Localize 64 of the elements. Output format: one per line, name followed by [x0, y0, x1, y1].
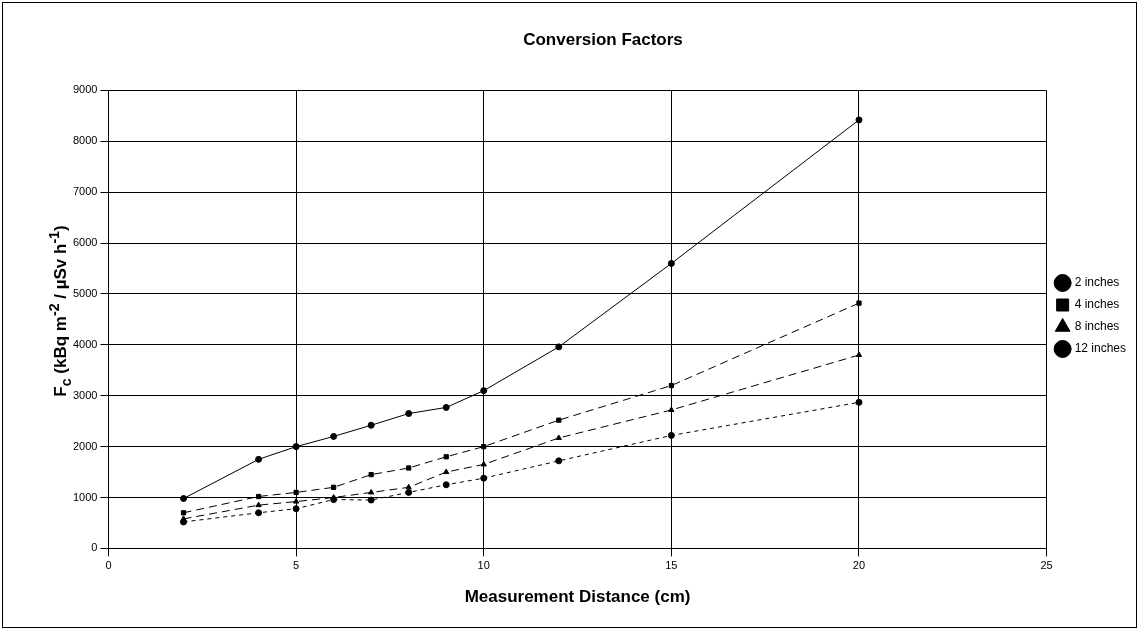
x-tick-label: 15	[665, 559, 678, 572]
point	[293, 498, 300, 504]
x-tick-label: 0	[105, 559, 112, 572]
y-tick-label: 7000	[72, 185, 98, 198]
point	[480, 387, 488, 395]
y-tick-label: 1000	[72, 490, 98, 503]
point	[255, 493, 262, 500]
point	[855, 351, 863, 358]
point	[367, 496, 375, 504]
point	[368, 471, 374, 478]
point	[442, 481, 450, 489]
x-tick-label: 25	[1040, 559, 1053, 572]
y-tick-label: 0	[91, 541, 98, 554]
point	[668, 406, 675, 412]
x-tick-label: 10	[477, 559, 490, 572]
point	[180, 515, 187, 521]
legend-label: 8 inches	[1074, 319, 1120, 334]
x-axis-title: Measurement Distance (cm)	[464, 587, 691, 607]
point	[293, 489, 299, 496]
x-tick-label: 5	[293, 559, 300, 572]
point	[180, 510, 187, 516]
point	[667, 259, 675, 267]
x-tick-label: 20	[852, 559, 866, 572]
point	[255, 501, 262, 508]
point	[405, 483, 412, 490]
point	[405, 410, 413, 418]
point	[255, 455, 263, 463]
y-tick-label: 4000	[72, 337, 98, 350]
point	[855, 116, 863, 124]
y-tick-label: 3000	[72, 388, 98, 401]
point	[405, 488, 413, 496]
point	[330, 432, 338, 440]
point	[555, 434, 562, 440]
y-tick-label: 9000	[72, 83, 98, 96]
point	[667, 431, 675, 439]
point	[368, 488, 375, 495]
point	[480, 474, 488, 482]
y-tick-label: 6000	[72, 236, 98, 249]
point	[292, 443, 300, 451]
y-tick-label: 8000	[72, 134, 98, 147]
point	[255, 509, 263, 517]
point	[855, 398, 863, 406]
legend-label: 2 inches	[1074, 275, 1120, 290]
y-tick-label: 2000	[72, 439, 98, 452]
point	[480, 460, 487, 467]
legend-label: 4 inches	[1074, 297, 1120, 312]
point	[555, 457, 563, 465]
point	[367, 421, 375, 429]
point	[330, 494, 337, 500]
point	[856, 300, 862, 306]
point	[180, 495, 188, 503]
point	[443, 454, 449, 460]
point	[331, 484, 337, 490]
point	[292, 505, 300, 513]
point	[481, 444, 487, 450]
point	[556, 417, 562, 423]
y-tick-label: 5000	[72, 286, 98, 299]
point	[443, 468, 450, 475]
chart-title: Conversion Factors	[523, 29, 683, 49]
point	[406, 465, 412, 471]
point	[442, 403, 450, 411]
point	[555, 343, 563, 351]
legend-label: 12 inches	[1074, 341, 1127, 356]
point	[668, 382, 674, 389]
